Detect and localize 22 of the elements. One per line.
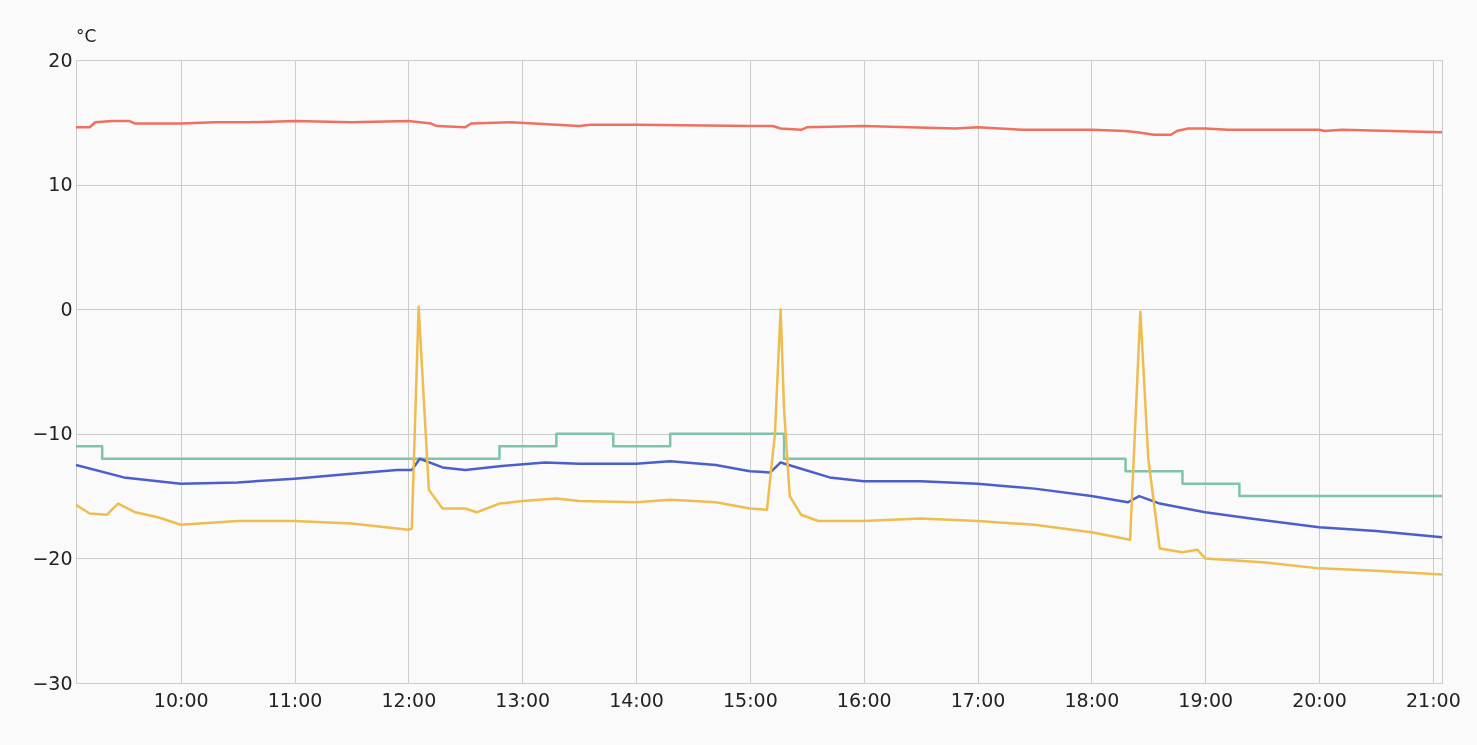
x-tick-label: 18:00 <box>1064 688 1120 711</box>
y-tick-label: −10 <box>32 422 73 445</box>
x-tick-label: 19:00 <box>1178 688 1234 711</box>
y-tick-label: −30 <box>32 671 73 694</box>
x-tick-label: 17:00 <box>950 688 1006 711</box>
x-tick-label: 16:00 <box>836 688 892 711</box>
y-tick-label: 10 <box>48 173 73 196</box>
x-tick-label: 12:00 <box>381 688 437 711</box>
x-tick-label: 21:00 <box>1406 688 1461 711</box>
y-tick-label: 20 <box>48 48 73 71</box>
x-tick-label: 11:00 <box>267 688 323 711</box>
x-tick-label: 14:00 <box>609 688 664 711</box>
y-tick-label: −20 <box>32 546 73 569</box>
line-series <box>74 305 1444 576</box>
x-tick-label: 15:00 <box>723 688 778 711</box>
x-tick-label: 13:00 <box>495 688 551 711</box>
y-tick-label: 0 <box>60 297 73 320</box>
line-series <box>74 457 1444 539</box>
x-tick-label: 20:00 <box>1292 688 1347 711</box>
y-axis-title: °C <box>76 26 97 46</box>
x-tick-label: 10:00 <box>153 688 209 711</box>
line-series <box>74 119 1444 137</box>
